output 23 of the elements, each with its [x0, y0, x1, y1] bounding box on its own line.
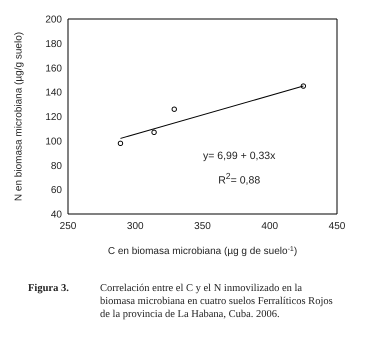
x-tick-label: 250 — [60, 221, 77, 232]
y-tick-label: 160 — [45, 63, 62, 74]
text: Figura 3. — [27, 282, 70, 296]
y-tick-label: 100 — [45, 136, 62, 148]
x-tick-label: 400 — [261, 221, 279, 232]
annotation: y= 6,99 + 0,33x — [203, 149, 276, 164]
y-tick-label: 60 — [50, 185, 62, 196]
y-axis-title: N en biomasa microbiana (µg/g suelo) — [14, 32, 25, 202]
point — [172, 106, 177, 112]
y-tick-label: 40 — [50, 210, 62, 221]
text: Correlación entre el C y el N inmovilizado en la biomasa microbiana en cuatro suelos Ferralíticos Rojos de la provincia de La Habana, Cuba. 2006. — [100, 282, 334, 321]
annotation: R$^{2}$= 0,88 — [217, 170, 262, 188]
y-tick-label: 120 — [45, 112, 62, 124]
x-axis-title: C en biomasa microbiana (µg g de suelo$^{-1}$) — [108, 246, 298, 257]
y-tick-label: 200 — [45, 14, 62, 26]
x-tick-label: 450 — [328, 221, 346, 232]
point — [118, 140, 124, 146]
x-tick-label: 300 — [126, 221, 144, 232]
y-tick-label: 80 — [50, 160, 62, 172]
y-tick-label: 180 — [45, 38, 62, 50]
y-tick-label: 140 — [45, 88, 62, 99]
x-tick-label: 350 — [194, 221, 212, 232]
point — [151, 130, 157, 136]
